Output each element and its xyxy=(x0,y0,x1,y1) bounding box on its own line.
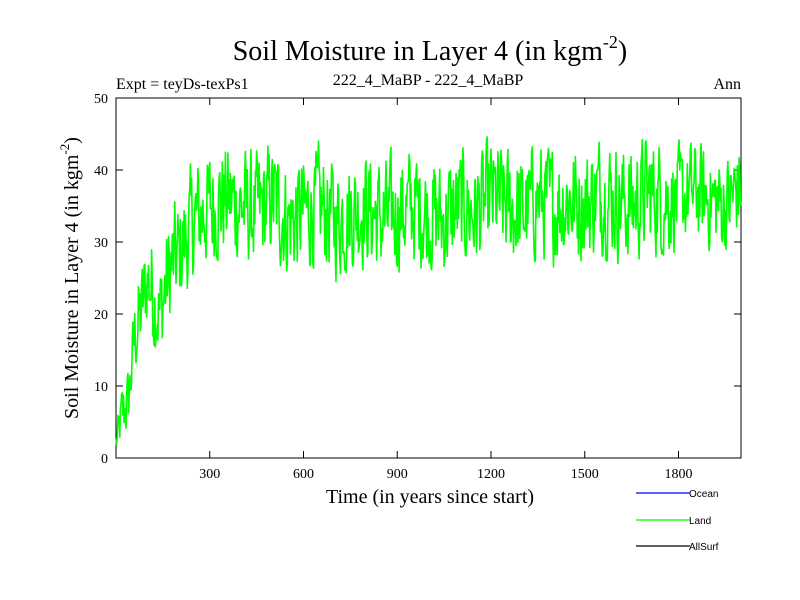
series-line-land xyxy=(115,136,742,447)
legend-label-land: Land xyxy=(689,516,711,527)
x-tick-label: 300 xyxy=(199,467,220,482)
x-tick-label: 1200 xyxy=(477,467,505,482)
x-tick-label: 1800 xyxy=(665,467,693,482)
legend-label-ocean: Ocean xyxy=(689,489,718,500)
subtitle-left: Expt = teyDs-texPs1 xyxy=(116,76,249,93)
legend: Ocean Land AllSurf xyxy=(636,489,719,553)
x-tick-label: 900 xyxy=(387,467,408,482)
y-tick-label: 20 xyxy=(94,308,108,323)
tick-layer: 300 600 900 1200 1500 1800 0 10 20 30 40 50 xyxy=(94,92,741,482)
x-tick-label: 600 xyxy=(293,467,314,482)
plot-frame xyxy=(115,97,742,459)
subtitle-right: Ann xyxy=(713,76,741,93)
chart-title: Soil Moisture in Layer 4 (in kgm-2) xyxy=(233,32,628,67)
y-tick-label: 40 xyxy=(94,164,108,179)
y-axis-label: Soil Moisture in Layer 4 (in kgm-2) xyxy=(57,137,83,419)
y-tick-label: 0 xyxy=(101,452,108,467)
x-axis-label: Time (in years since start) xyxy=(326,486,534,508)
y-tick-label: 10 xyxy=(94,380,108,395)
subtitle-center: 222_4_MaBP - 222_4_MaBP xyxy=(333,72,524,89)
legend-label-allsurf: AllSurf xyxy=(689,542,719,553)
data-layer xyxy=(115,136,742,447)
y-tick-label: 50 xyxy=(94,92,108,107)
y-tick-label: 30 xyxy=(94,236,108,251)
x-tick-label: 1500 xyxy=(571,467,599,482)
